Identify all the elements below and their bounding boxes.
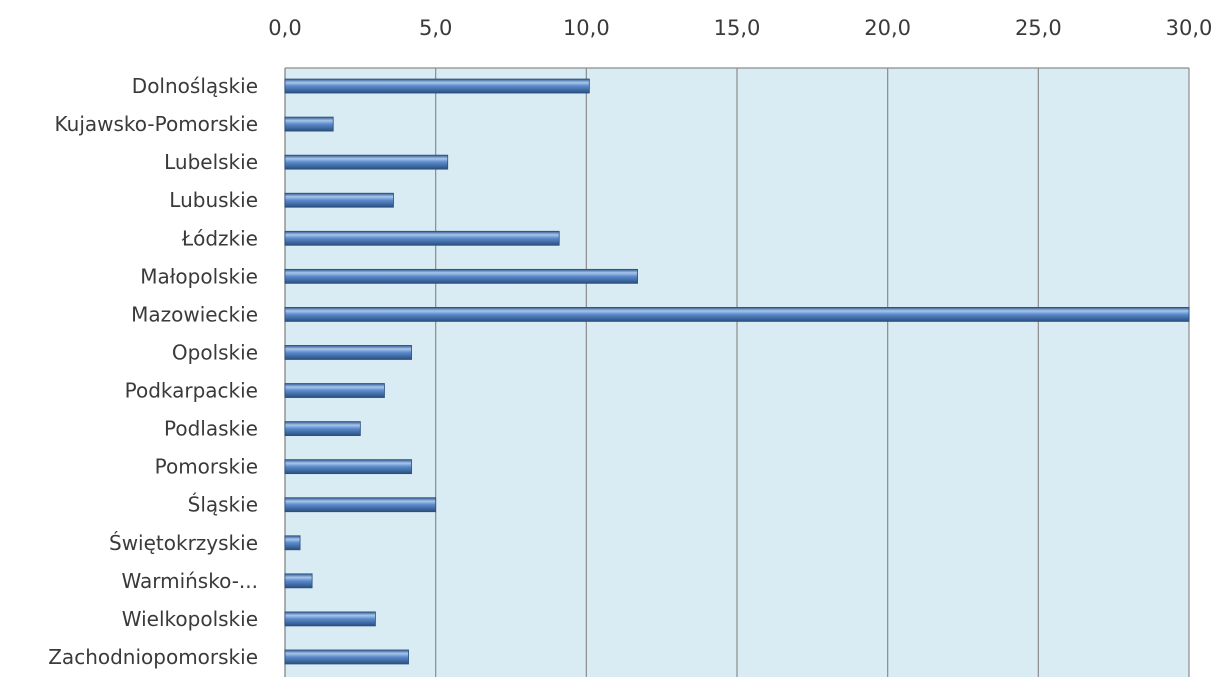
bar [284,535,301,551]
x-tick-label: 5,0 [419,16,452,40]
bar [284,573,313,589]
bar [284,116,334,132]
category-label: Wielkopolskie [122,607,258,631]
x-tick-label: 25,0 [1015,16,1062,40]
bar [284,154,449,170]
category-label: Pomorskie [155,455,258,479]
category-label: Zachodniopomorskie [48,645,258,669]
bar [284,307,1190,322]
category-label: Lubelskie [164,150,258,174]
bar [284,459,412,475]
bar [284,192,394,208]
x-tick-label: 0,0 [268,16,301,40]
x-tick-label: 10,0 [563,16,610,40]
x-tick-label: 30,0 [1166,16,1213,40]
category-label: Dolnośląskie [132,74,258,98]
category-label: Podkarpackie [125,379,258,403]
category-label: Mazowieckie [131,302,258,326]
category-label: Świętokrzyskie [109,531,258,555]
bar [284,345,412,360]
x-tick-label: 15,0 [714,16,761,40]
bar [284,383,385,398]
category-label: Warmińsko-... [121,569,258,593]
category-label: Kujawsko-Pomorskie [55,112,258,136]
category-label: Podlaskie [164,417,258,441]
bar [284,230,560,246]
bar [284,421,361,436]
category-label: Opolskie [172,340,258,364]
x-tick-label: 20,0 [864,16,911,40]
category-label: Łódzkie [181,226,258,250]
bar [284,611,376,627]
bar [284,268,638,284]
category-label: Małopolskie [140,264,258,288]
category-label: Śląskie [188,493,258,517]
bar [284,497,437,513]
bar [284,78,590,94]
bar [284,649,409,665]
category-label: Lubuskie [169,188,258,212]
